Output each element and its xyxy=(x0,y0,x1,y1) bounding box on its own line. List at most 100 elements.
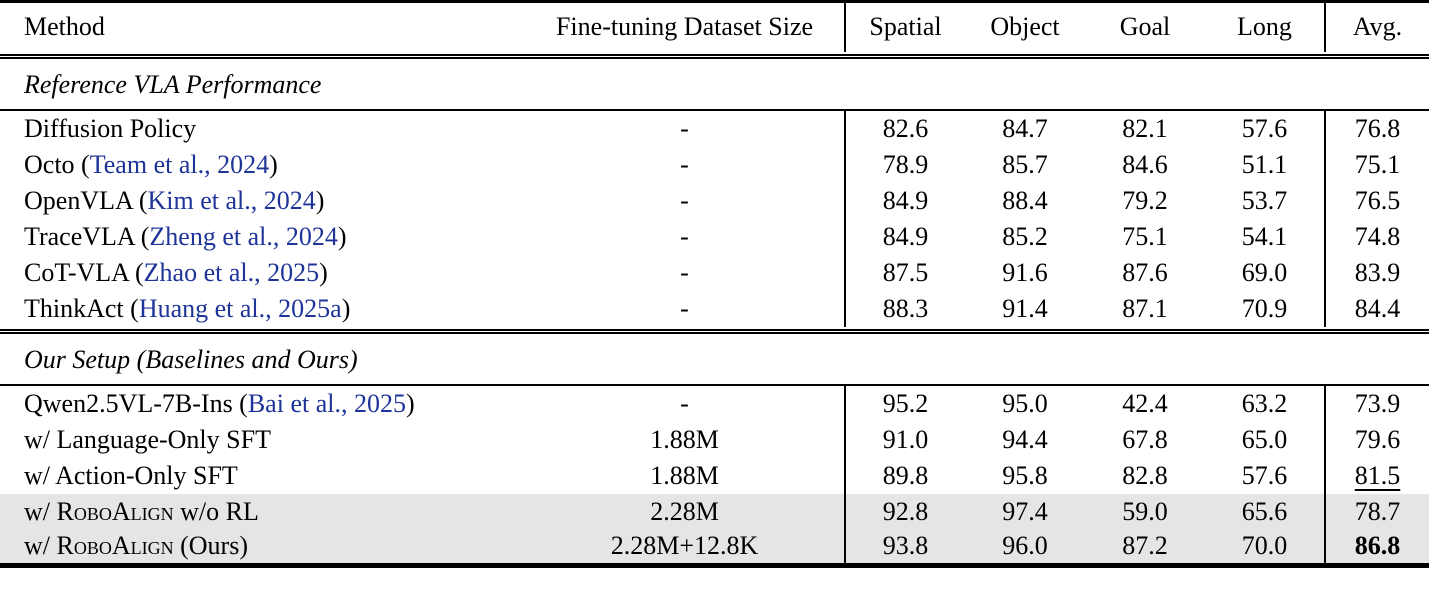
method-text: (Ours) xyxy=(173,531,248,561)
long-cell: 70.0 xyxy=(1205,529,1325,566)
avg-cell: 86.8 xyxy=(1324,529,1429,566)
rule-row xyxy=(0,108,1429,111)
spatial-cell: 87.5 xyxy=(844,254,965,291)
spatial-cell: 95.2 xyxy=(844,385,965,422)
object-cell: 85.2 xyxy=(1002,221,1048,251)
long-cell: 65.6 xyxy=(1205,493,1325,530)
spatial-cell: 78.9 xyxy=(844,146,965,183)
method-text: Qwen2.5VL-7B-Ins ( xyxy=(24,388,248,418)
section-header-row: Our Setup (Baselines and Ours) xyxy=(0,336,1429,384)
table-row: OpenVLA (Kim et al., 2024) - 84.9 88.4 79.2 5… xyxy=(0,182,1429,219)
method-text: OpenVLA ( xyxy=(24,185,148,215)
spatial-cell: 93.8 xyxy=(844,529,965,566)
rule-cell xyxy=(0,327,1429,336)
dataset-size-cell: - xyxy=(680,113,689,143)
method-text: CoT-VLA ( xyxy=(24,257,144,287)
method-text: ) xyxy=(337,221,347,251)
object-cell: 91.6 xyxy=(1002,257,1048,287)
object-cell: 95.8 xyxy=(1002,460,1048,490)
long-cell: 63.2 xyxy=(1241,388,1288,418)
method-text: w/o RL xyxy=(173,496,259,526)
rule-cell xyxy=(0,108,1429,111)
object-cell: 88.4 xyxy=(1002,185,1048,215)
table-row: w/ RoboAlign w/o RL 2.28M 92.8 97.4 59.0 65.6… xyxy=(0,493,1429,530)
method-cell: ThinkAct (Huang et al., 2025a) xyxy=(0,291,525,327)
object-cell: 84.7 xyxy=(1002,113,1048,143)
section-title: Our Setup (Baselines and Ours) xyxy=(24,344,358,374)
method-text: w/ xyxy=(24,531,57,561)
rule-row xyxy=(0,327,1429,336)
citation-link[interactable]: Huang et al., 2025a xyxy=(138,293,342,323)
avg-cell: 81.5 xyxy=(1324,457,1429,494)
section-title: Reference VLA Performance xyxy=(24,69,322,99)
avg-cell: 76.8 xyxy=(1324,110,1429,147)
table-row: ThinkAct (Huang et al., 2025a) - 88.3 91.4 8… xyxy=(0,290,1429,327)
citation-link[interactable]: Zhao et al., 2025 xyxy=(143,257,320,287)
results-table: Method Fine-tuning Dataset Size Spatial … xyxy=(0,0,1429,568)
dataset-size-cell: 1.88M xyxy=(650,460,719,490)
object-cell: 85.7 xyxy=(1002,149,1048,179)
spatial-cell: 88.3 xyxy=(844,290,965,327)
method-cell: CoT-VLA (Zhao et al., 2025) xyxy=(0,255,525,291)
dataset-size-cell: - xyxy=(680,257,689,287)
method-cell: Qwen2.5VL-7B-Ins (Bai et al., 2025) xyxy=(0,386,525,422)
column-header-goal: Goal xyxy=(1119,12,1171,42)
method-text: w/ xyxy=(24,496,57,526)
rule-cell xyxy=(0,383,1429,386)
dataset-size-cell: 1.88M xyxy=(650,424,719,454)
citation-link[interactable]: Zheng et al., 2024 xyxy=(149,221,338,251)
double-rule xyxy=(0,328,1429,334)
object-cell: 91.4 xyxy=(1002,293,1048,323)
method-text: ) xyxy=(269,149,278,179)
spatial-cell: 84.9 xyxy=(844,218,965,255)
long-cell: 65.0 xyxy=(1241,424,1288,454)
goal-cell: 82.1 xyxy=(1122,113,1168,143)
method-text: w/ Language-Only SFT xyxy=(24,424,271,454)
goal-cell: 87.1 xyxy=(1122,293,1168,323)
object-cell: 94.4 xyxy=(1002,424,1048,454)
method-text: ) xyxy=(341,293,351,323)
long-cell: 57.6 xyxy=(1241,113,1288,143)
citation-link[interactable]: Bai et al., 2025 xyxy=(247,388,406,418)
dataset-size-cell: - xyxy=(680,149,689,179)
rule-cell xyxy=(0,52,1429,61)
single-rule xyxy=(0,383,1429,386)
spatial-cell: 91.0 xyxy=(844,421,965,458)
citation-link[interactable]: Team et al., 2024 xyxy=(89,149,270,179)
method-text: Octo ( xyxy=(24,149,90,179)
method-cell: w/ RoboAlign (Ours) xyxy=(0,529,525,566)
citation-link[interactable]: Kim et al., 2024 xyxy=(147,185,316,215)
goal-cell: 59.0 xyxy=(1085,493,1205,530)
dataset-size-cell: - xyxy=(680,221,689,251)
table-row: w/ Language-Only SFT 1.88M 91.0 94.4 67.8 65.… xyxy=(0,421,1429,458)
method-cell: TraceVLA (Zheng et al., 2024) xyxy=(0,219,525,255)
object-cell: 95.0 xyxy=(1002,388,1048,418)
column-header-object: Object xyxy=(990,12,1060,42)
column-header-spatial: Spatial xyxy=(844,1,965,52)
method-text: w/ Action-Only SFT xyxy=(24,460,238,490)
method-cell: w/ Language-Only SFT xyxy=(0,422,525,458)
avg-cell: 75.1 xyxy=(1324,146,1429,183)
long-cell: 69.0 xyxy=(1241,257,1288,287)
table-row: Octo (Team et al., 2024) - 78.9 85.7 84.6 51.… xyxy=(0,146,1429,183)
goal-cell: 87.2 xyxy=(1085,529,1205,566)
method-text: ) xyxy=(319,257,328,287)
column-header-dataset-size: Fine-tuning Dataset Size xyxy=(555,12,814,42)
double-rule xyxy=(0,53,1429,59)
table-row: TraceVLA (Zheng et al., 2024) - 84.9 85.2 75… xyxy=(0,218,1429,255)
method-cell: w/ Action-Only SFT xyxy=(0,458,525,494)
section-header-row: Reference VLA Performance xyxy=(0,61,1429,109)
goal-cell: 75.1 xyxy=(1122,221,1168,251)
table-row: Qwen2.5VL-7B-Ins (Bai et al., 2025) - 95.2… xyxy=(0,385,1429,422)
spatial-cell: 92.8 xyxy=(844,493,965,530)
avg-cell: 73.9 xyxy=(1324,385,1429,422)
long-cell: 70.9 xyxy=(1241,293,1288,323)
goal-cell: 84.6 xyxy=(1122,149,1168,179)
method-text: RoboAlign xyxy=(56,496,174,526)
avg-cell: 84.4 xyxy=(1324,290,1429,327)
table-row: Diffusion Policy - 82.6 84.7 82.1 57.6 76.8 xyxy=(0,110,1429,147)
dataset-size-cell: - xyxy=(680,185,689,215)
table-header-row: Method Fine-tuning Dataset Size Spatial … xyxy=(0,1,1429,52)
method-text: Diffusion Policy xyxy=(24,113,197,143)
